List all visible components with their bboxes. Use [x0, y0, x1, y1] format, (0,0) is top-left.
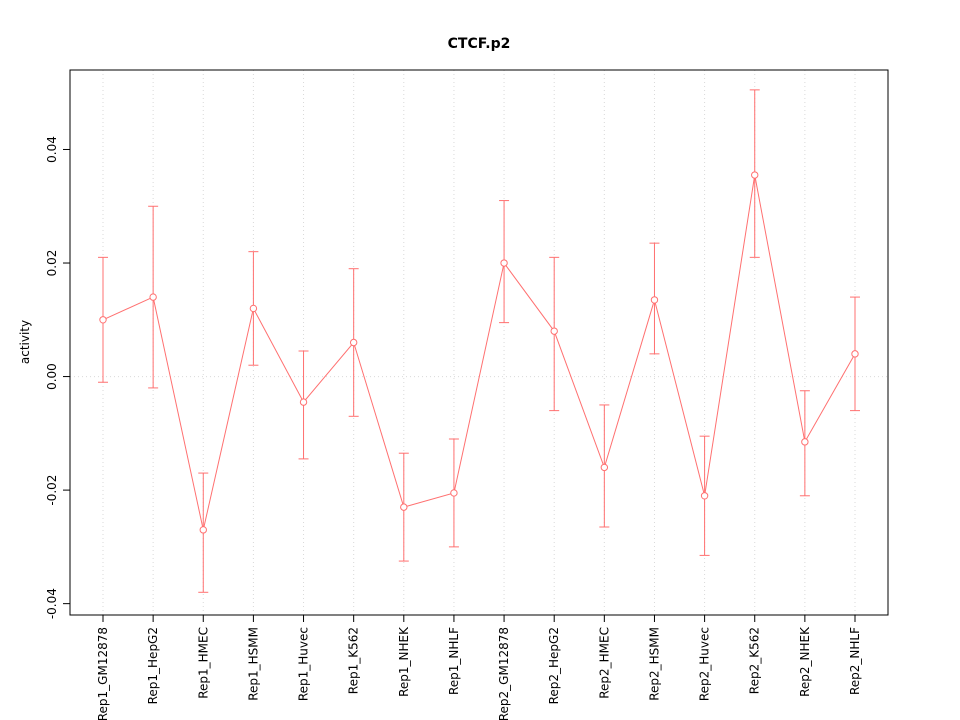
x-tick-label: Rep1_HepG2 [146, 627, 160, 704]
x-tick-label: Rep2_Huvec [698, 627, 712, 701]
y-tick-label: 0.00 [45, 363, 59, 390]
y-tick-label: 0.04 [45, 136, 59, 163]
y-tick-label: -0.04 [45, 588, 59, 619]
x-tick-label: Rep1_K562 [347, 627, 361, 694]
data-point [600, 463, 609, 472]
x-tick-label: Rep1_HMEC [196, 627, 210, 699]
data-point [700, 492, 709, 500]
chart-title: CTCF.p2 [447, 36, 511, 52]
data-point [199, 526, 207, 534]
x-tick-label: Rep2_GM12878 [497, 627, 511, 720]
x-tick-label: Rep2_HSMM [647, 627, 661, 701]
data-point [550, 327, 558, 335]
data-point [450, 489, 458, 497]
data-point [751, 171, 759, 179]
series-line [102, 174, 856, 530]
data-point [400, 503, 408, 511]
y-tick-label: 0.02 [45, 250, 59, 277]
data-point [650, 296, 659, 304]
data-point [149, 293, 157, 301]
data-point [801, 438, 809, 446]
data-point [500, 259, 508, 267]
data-point [249, 304, 258, 313]
data-point [349, 338, 358, 347]
x-tick-label: Rep1_Huvec [297, 627, 311, 701]
x-tick-label: Rep1_HSMM [246, 627, 260, 701]
x-tick-label: Rep2_K562 [748, 627, 762, 694]
x-tick-label: Rep2_HepG2 [547, 627, 561, 704]
x-tick-label: Rep2_NHEK [798, 626, 812, 697]
y-tick-label: -0.02 [45, 475, 59, 506]
x-tick-label: Rep1_NHLF [447, 627, 461, 695]
x-tick-label: Rep2_NHLF [848, 627, 862, 695]
data-point [851, 350, 859, 358]
x-tick-label: Rep1_GM12878 [96, 627, 110, 720]
x-tick-label: Rep1_NHEK [397, 626, 411, 697]
plot-border [69, 69, 889, 616]
data-point [99, 316, 107, 324]
x-tick-label: Rep2_HMEC [597, 627, 611, 699]
data-point [299, 398, 308, 406]
